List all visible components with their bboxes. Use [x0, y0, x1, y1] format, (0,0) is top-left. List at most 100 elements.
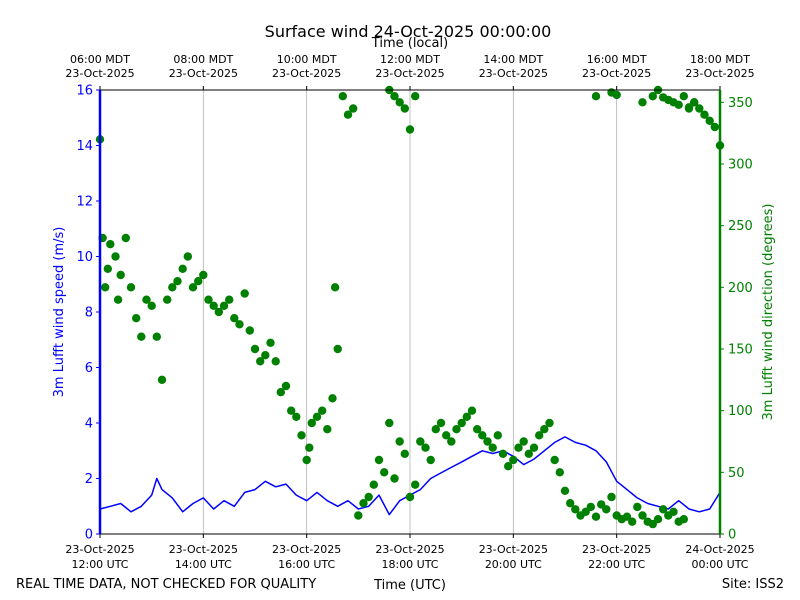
wind-direction-point — [504, 462, 513, 471]
wind-direction-point — [684, 103, 694, 112]
wind-direction-point — [669, 507, 678, 516]
wind-direction-point — [157, 375, 167, 384]
wind-direction-point — [514, 443, 523, 452]
wind-direction-point — [142, 295, 151, 304]
wind-direction-point — [648, 92, 657, 101]
y-right-tick-label: 50 — [728, 466, 745, 481]
y-right-tick-label: 100 — [728, 404, 753, 419]
wind-direction-point — [364, 492, 373, 502]
wind-direction-point — [297, 431, 306, 440]
wind-direction-point — [380, 468, 389, 477]
wind-direction-point — [240, 289, 249, 298]
wind-direction-point — [323, 425, 332, 434]
wind-direction-point — [116, 270, 125, 280]
x-bottom-tick-date: 23-Oct-2025 — [375, 543, 444, 556]
wind-direction-point — [591, 512, 601, 521]
x-top-tick-time: 06:00 MDT — [70, 53, 130, 66]
wind-direction-point — [168, 283, 177, 292]
wind-direction-point — [250, 344, 260, 354]
y-right-tick-label: 250 — [728, 219, 753, 234]
wind-direction-point — [612, 90, 621, 100]
wind-direction-point — [302, 455, 311, 465]
y-right-tick-label: 150 — [728, 343, 753, 358]
wind-direction-point — [225, 295, 234, 304]
wind-direction-point — [318, 406, 327, 415]
wind-direction-point — [235, 320, 244, 329]
wind-direction-point — [137, 332, 146, 341]
wind-direction-point — [488, 443, 497, 452]
wind-direction-point — [395, 98, 404, 107]
wind-direction-point — [276, 388, 285, 397]
wind-direction-point — [183, 252, 192, 261]
wind-direction-point — [103, 264, 113, 273]
wind-direction-point — [147, 301, 156, 310]
wind-direction-point — [710, 122, 719, 132]
x-bottom-tick-date: 23-Oct-2025 — [582, 543, 651, 556]
wind-direction-point — [540, 425, 549, 434]
wind-direction-point — [395, 437, 404, 446]
wind-direction-point — [400, 449, 409, 458]
wind-direction-point — [256, 357, 265, 366]
wind-direction-point — [312, 412, 322, 421]
wind-direction-point — [705, 116, 714, 126]
wind-direction-point — [550, 455, 559, 465]
wind-direction-point — [305, 443, 314, 452]
wind-direction-point — [400, 104, 409, 113]
wind-direction-point — [287, 406, 296, 415]
wind-direction-point — [188, 283, 198, 292]
wind-direction-point — [132, 314, 141, 323]
y-axis-left-label: 3m Lufft wind speed (m/s) — [52, 227, 67, 398]
wind-direction-point — [545, 418, 554, 428]
wind-direction-point — [152, 332, 161, 341]
x-axis-label: Time (UTC) — [373, 578, 446, 593]
wind-direction-point — [261, 351, 270, 360]
wind-direction-point — [354, 511, 363, 520]
wind-direction-point — [328, 394, 337, 403]
wind-direction-point — [586, 502, 595, 512]
x-top-tick-date: 23-Oct-2025 — [685, 67, 754, 80]
x-bottom-tick-date: 23-Oct-2025 — [65, 543, 134, 556]
chart-title: Surface wind 24-Oct-2025 00:00:00 — [265, 22, 552, 41]
wind-direction-point — [101, 283, 110, 292]
y-right-tick-label: 0 — [728, 528, 736, 543]
x-top-tick-date: 23-Oct-2025 — [582, 67, 651, 80]
wind-direction-point — [519, 437, 528, 446]
wind-direction-point — [555, 468, 564, 477]
wind-direction-point — [194, 277, 203, 286]
wind-direction-point — [602, 505, 611, 514]
wind-direction-point — [447, 437, 456, 446]
wind-direction-point — [607, 492, 616, 502]
y-left-tick-label: 2 — [85, 472, 93, 487]
wind-direction-point — [535, 431, 544, 440]
x-top-tick-time: 08:00 MDT — [173, 53, 233, 66]
wind-direction-point — [457, 418, 466, 428]
x-bottom-tick-time: 14:00 UTC — [175, 558, 232, 571]
wind-direction-point — [524, 449, 533, 458]
wind-direction-point — [633, 502, 642, 512]
wind-direction-point — [204, 295, 213, 304]
y-left-tick-label: 16 — [76, 84, 93, 99]
y-left-tick-label: 8 — [85, 306, 93, 321]
x-bottom-tick-time: 20:00 UTC — [485, 558, 542, 571]
wind-direction-point — [307, 418, 316, 428]
wind-direction-point — [369, 480, 378, 489]
x-top-tick-date: 23-Oct-2025 — [272, 67, 341, 80]
x-bottom-tick-date: 23-Oct-2025 — [479, 543, 548, 556]
wind-direction-point — [436, 418, 446, 428]
wind-direction-point — [411, 480, 420, 489]
x-bottom-tick-time: 16:00 UTC — [278, 558, 335, 571]
wind-direction-point — [271, 357, 280, 366]
x-bottom-tick-time: 22:00 UTC — [588, 558, 645, 571]
y-left-tick-label: 0 — [85, 528, 93, 543]
wind-direction-point — [338, 92, 347, 101]
wind-direction-point — [462, 412, 471, 421]
x-bottom-tick-time: 18:00 UTC — [381, 558, 438, 571]
footer-quality-note: REAL TIME DATA, NOT CHECKED FOR QUALITY — [16, 577, 316, 592]
wind-direction-point — [674, 100, 683, 110]
x-bottom-tick-time: 00:00 UTC — [691, 558, 748, 571]
wind-direction-point — [700, 110, 709, 119]
wind-direction-point — [374, 455, 384, 465]
wind-direction-point — [638, 98, 647, 107]
footer-site-label: Site: ISS2 — [722, 577, 784, 592]
